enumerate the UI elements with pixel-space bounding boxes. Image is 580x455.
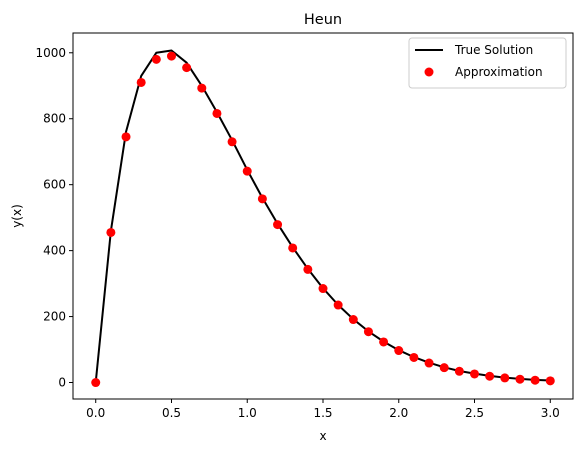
data-point-approximation xyxy=(288,243,298,253)
legend-label-approximation: Approximation xyxy=(455,65,543,79)
x-tick-label: 0.0 xyxy=(86,406,105,420)
data-point-approximation xyxy=(136,77,146,87)
series-layer xyxy=(91,49,555,388)
y-tick-label: 0 xyxy=(58,376,66,390)
y-tick-label: 1000 xyxy=(35,46,66,60)
data-point-approximation xyxy=(545,376,555,386)
x-tick-label: 0.5 xyxy=(162,406,181,420)
legend-label-true-solution: True Solution xyxy=(454,43,533,57)
data-point-approximation xyxy=(212,108,222,118)
data-point-approximation xyxy=(197,83,207,93)
y-axis-label: y(x) xyxy=(10,204,24,228)
data-point-approximation xyxy=(348,315,358,325)
data-point-approximation xyxy=(242,166,252,176)
data-point-approximation xyxy=(333,300,343,310)
y-tick-label: 600 xyxy=(43,178,66,192)
data-point-approximation xyxy=(106,227,116,237)
plot-area xyxy=(73,33,573,399)
data-point-approximation xyxy=(394,346,404,356)
y-tick-label: 200 xyxy=(43,310,66,324)
data-point-approximation xyxy=(91,378,101,388)
data-point-approximation xyxy=(151,54,161,64)
x-tick-label: 2.5 xyxy=(465,406,484,420)
data-point-approximation xyxy=(257,194,267,204)
data-point-approximation xyxy=(166,51,176,61)
x-axis-ticks: 0.0 0.5 1.0 1.5 2.0 2.5 3.0 xyxy=(86,399,560,420)
y-tick-label: 800 xyxy=(43,112,66,126)
data-point-approximation xyxy=(515,374,525,384)
x-tick-label: 1.5 xyxy=(313,406,332,420)
data-point-approximation xyxy=(121,132,131,142)
data-point-approximation xyxy=(470,369,480,379)
data-point-approximation xyxy=(182,63,192,73)
x-tick-label: 2.0 xyxy=(389,406,408,420)
legend: True Solution Approximation xyxy=(408,37,567,89)
data-point-approximation xyxy=(530,375,540,385)
x-tick-label: 3.0 xyxy=(541,406,560,420)
plot-frame xyxy=(72,32,574,400)
data-point-approximation xyxy=(409,352,419,362)
y-axis-ticks: 0 200 400 600 800 1000 xyxy=(35,46,73,390)
data-point-approximation xyxy=(439,363,449,373)
legend-box xyxy=(408,37,567,89)
data-point-approximation xyxy=(485,371,495,381)
data-point-approximation xyxy=(303,264,313,274)
data-point-approximation xyxy=(379,337,389,347)
data-point-approximation xyxy=(500,373,510,383)
data-point-approximation xyxy=(424,358,434,368)
y-tick-label: 400 xyxy=(43,244,66,258)
legend-swatch-approximation xyxy=(424,67,434,77)
data-point-approximation xyxy=(318,284,328,294)
data-point-approximation xyxy=(454,366,464,376)
chart-title: Heun xyxy=(304,12,342,28)
data-point-approximation xyxy=(273,220,283,230)
x-axis-label: x xyxy=(319,429,326,443)
data-point-approximation xyxy=(363,327,373,337)
data-point-approximation xyxy=(227,137,237,147)
x-tick-label: 1.0 xyxy=(238,406,257,420)
